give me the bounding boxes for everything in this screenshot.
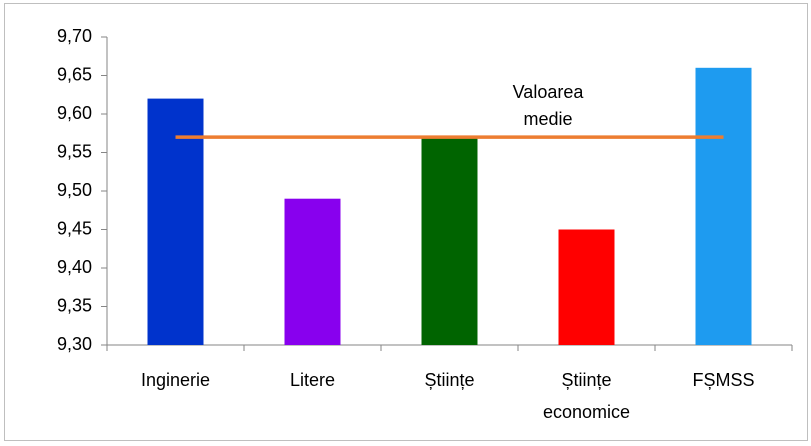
- y-tick-label: 9,50: [57, 180, 92, 200]
- x-tick-label: FȘMSS: [692, 370, 755, 390]
- y-tick-label: 9,40: [57, 257, 92, 277]
- x-tick-label: Științe economice: [542, 370, 631, 422]
- chart-border: [4, 3, 808, 441]
- y-tick-label: 9,70: [57, 26, 92, 46]
- y-tick-label: 9,30: [57, 334, 92, 354]
- x-tick-label: Științe: [424, 370, 475, 390]
- bar: [695, 67, 752, 346]
- y-tick-label: 9,45: [57, 218, 92, 238]
- bar: [147, 98, 204, 345]
- average-label: Valoarea medie: [512, 82, 584, 130]
- x-tick-label: Litere: [289, 370, 336, 390]
- y-tick-label: 9,65: [57, 64, 92, 84]
- y-tick-label: 9,55: [57, 141, 92, 161]
- y-tick-label: 9,60: [57, 103, 92, 123]
- y-tick-label: 9,35: [57, 295, 92, 315]
- bar: [284, 198, 341, 345]
- bar: [421, 137, 478, 345]
- x-tick-label: Inginerie: [140, 370, 211, 390]
- bar: [558, 229, 615, 345]
